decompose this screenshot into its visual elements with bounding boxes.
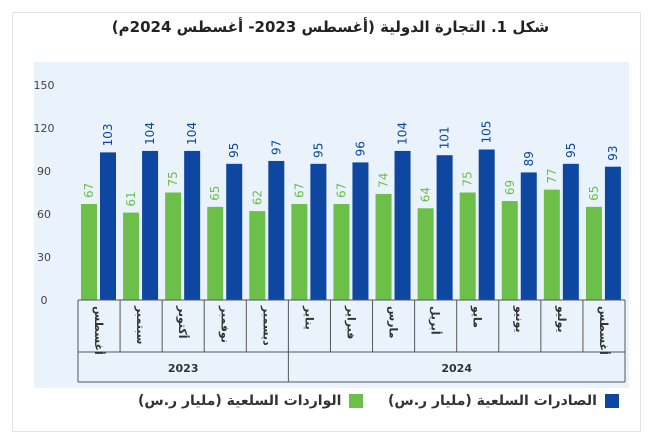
value-label-imports-10: 69 <box>503 180 517 195</box>
category-label-3: نوفمبر <box>218 305 231 343</box>
value-label-imports-8: 64 <box>419 187 433 202</box>
category-label-10: يونيو <box>513 305 526 333</box>
value-label-exports-10: 89 <box>522 151 536 166</box>
bar-imports-7 <box>375 193 392 300</box>
bar-imports-0 <box>81 203 97 300</box>
chart-title: شكل 1. التجارة الدولية (أغسطس 2023- أغسط… <box>111 18 550 36</box>
value-label-imports-5: 67 <box>292 183 306 198</box>
legend-label-exports: الصادرات السلعية (مليار ر.س) <box>388 393 597 409</box>
legend-swatch-exports <box>604 394 619 408</box>
category-label-8: أبريل <box>429 306 443 335</box>
bar-exports-5 <box>310 163 327 300</box>
legend-swatch-imports <box>349 394 364 408</box>
bar-exports-3 <box>226 163 243 300</box>
y-tick-label-60: 60 <box>37 208 51 221</box>
bar-imports-8 <box>417 208 434 300</box>
category-label-9: مايو <box>471 305 484 328</box>
category-label-12: أغسطس <box>597 306 611 355</box>
y-tick-label-30: 30 <box>37 251 51 264</box>
category-label-4: ديسمبر <box>260 305 273 346</box>
bar-exports-1 <box>142 150 159 300</box>
category-label-6: فبراير <box>345 305 358 339</box>
bar-exports-2 <box>184 150 201 300</box>
value-label-exports-4: 97 <box>269 140 283 155</box>
year-group-label-2024: 2024 <box>441 362 472 375</box>
bar-exports-11 <box>562 163 579 300</box>
bar-imports-4 <box>249 211 266 300</box>
category-label-2: أكتوبر <box>176 305 190 339</box>
value-label-exports-1: 104 <box>143 122 157 145</box>
bar-imports-9 <box>459 192 476 300</box>
value-label-exports-7: 104 <box>396 122 410 145</box>
category-label-7: مارس <box>387 306 400 338</box>
y-tick-label-150: 150 <box>34 79 55 92</box>
value-label-imports-3: 65 <box>208 186 222 201</box>
bar-imports-12 <box>585 206 602 300</box>
value-label-imports-4: 62 <box>250 190 264 205</box>
value-label-imports-0: 67 <box>82 183 96 198</box>
value-label-exports-6: 96 <box>353 141 367 156</box>
value-label-exports-0: 103 <box>101 123 115 146</box>
value-label-exports-9: 105 <box>480 121 494 144</box>
y-tick-label-0: 0 <box>41 294 48 307</box>
value-label-imports-11: 77 <box>545 168 559 183</box>
bar-exports-9 <box>478 149 495 300</box>
bar-exports-0 <box>100 152 116 300</box>
value-label-exports-3: 95 <box>227 143 241 158</box>
bar-imports-11 <box>543 189 560 300</box>
value-label-exports-12: 93 <box>606 145 620 160</box>
value-label-exports-8: 101 <box>438 126 452 149</box>
year-group-label-2023: 2023 <box>168 362 199 375</box>
value-label-imports-7: 74 <box>377 173 391 188</box>
bar-exports-10 <box>520 172 537 300</box>
legend-item-imports: الواردات السلعية (مليار ر.س) <box>138 390 364 412</box>
value-label-imports-9: 75 <box>461 171 475 186</box>
bar-imports-2 <box>165 192 182 300</box>
value-label-imports-2: 75 <box>166 171 180 186</box>
bar-exports-4 <box>268 160 285 300</box>
value-label-imports-6: 67 <box>334 183 348 198</box>
value-label-exports-11: 95 <box>564 143 578 158</box>
value-label-exports-5: 95 <box>311 143 325 158</box>
category-label-1: سبتمبر <box>134 305 147 345</box>
y-tick-label-90: 90 <box>37 165 51 178</box>
legend-item-exports: الصادرات السلعية (مليار ر.س) <box>388 390 619 412</box>
value-label-imports-1: 61 <box>124 191 138 206</box>
category-label-11: يوليو <box>555 305 568 333</box>
category-label-0: أغسطس <box>92 306 106 355</box>
bar-imports-3 <box>207 206 224 300</box>
legend-label-imports: الواردات السلعية (مليار ر.س) <box>138 393 342 409</box>
bar-exports-7 <box>394 150 411 300</box>
bar-imports-6 <box>333 203 350 300</box>
bar-imports-1 <box>123 212 140 300</box>
bar-imports-10 <box>501 201 518 300</box>
value-label-exports-2: 104 <box>185 122 199 145</box>
y-tick-label-120: 120 <box>34 122 55 135</box>
bar-exports-8 <box>436 155 453 300</box>
bar-exports-12 <box>604 166 621 300</box>
value-label-imports-12: 65 <box>587 186 601 201</box>
bar-imports-5 <box>291 203 308 300</box>
bar-exports-6 <box>352 162 369 300</box>
category-label-5: يناير <box>302 305 315 330</box>
